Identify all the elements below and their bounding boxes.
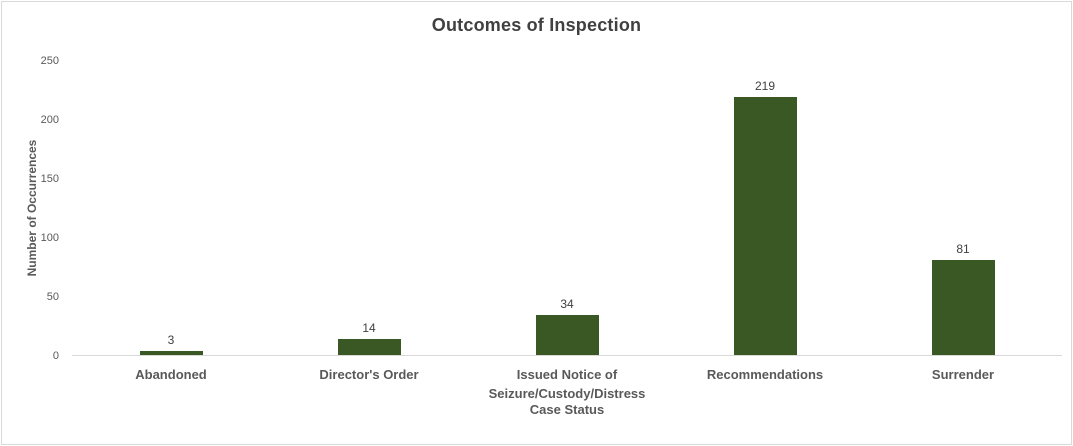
bar-slot: 3 (72, 61, 270, 355)
x-category-label: Director's Order (319, 367, 419, 382)
bar-slot: 81 (864, 61, 1062, 355)
bar[interactable] (139, 351, 203, 355)
x-axis-category-labels: Abandoned Director's Order Issued Notice o… (72, 366, 1062, 404)
bar[interactable] (535, 315, 599, 355)
y-tick-label: 0 (52, 350, 59, 362)
bar-value-label: 14 (362, 320, 376, 335)
bar-slot: 34 (468, 61, 666, 355)
plot-area: 3 14 34 219 81 (72, 61, 1062, 356)
bar-value-label: 219 (754, 79, 776, 94)
y-tick-label: 100 (40, 232, 59, 244)
bar-value-label: 81 (956, 241, 970, 256)
bar-slot: 14 (270, 61, 468, 355)
bar-value-label: 34 (560, 297, 574, 312)
y-axis-title: Number of Occurrences (25, 139, 39, 277)
bar[interactable] (337, 338, 401, 355)
x-category-label: Surrender (931, 367, 995, 382)
x-axis-title: Case Status (529, 402, 605, 417)
y-tick-label: 200 (40, 114, 59, 126)
y-tick-label: 150 (40, 173, 59, 185)
y-tick-label: 50 (46, 291, 59, 303)
chart-title: Outcomes of Inspection (431, 15, 642, 35)
x-category-label: Issued Notice of Seizure/Custody/Distres… (488, 367, 646, 401)
bar[interactable] (733, 97, 797, 355)
bar[interactable] (931, 259, 995, 355)
x-category-label: Abandoned (135, 367, 207, 382)
y-tick-label: 250 (40, 55, 59, 67)
x-category-label: Recommendations (706, 367, 824, 382)
bar-value-label: 3 (167, 333, 175, 348)
bar-slot: 219 (666, 61, 864, 355)
